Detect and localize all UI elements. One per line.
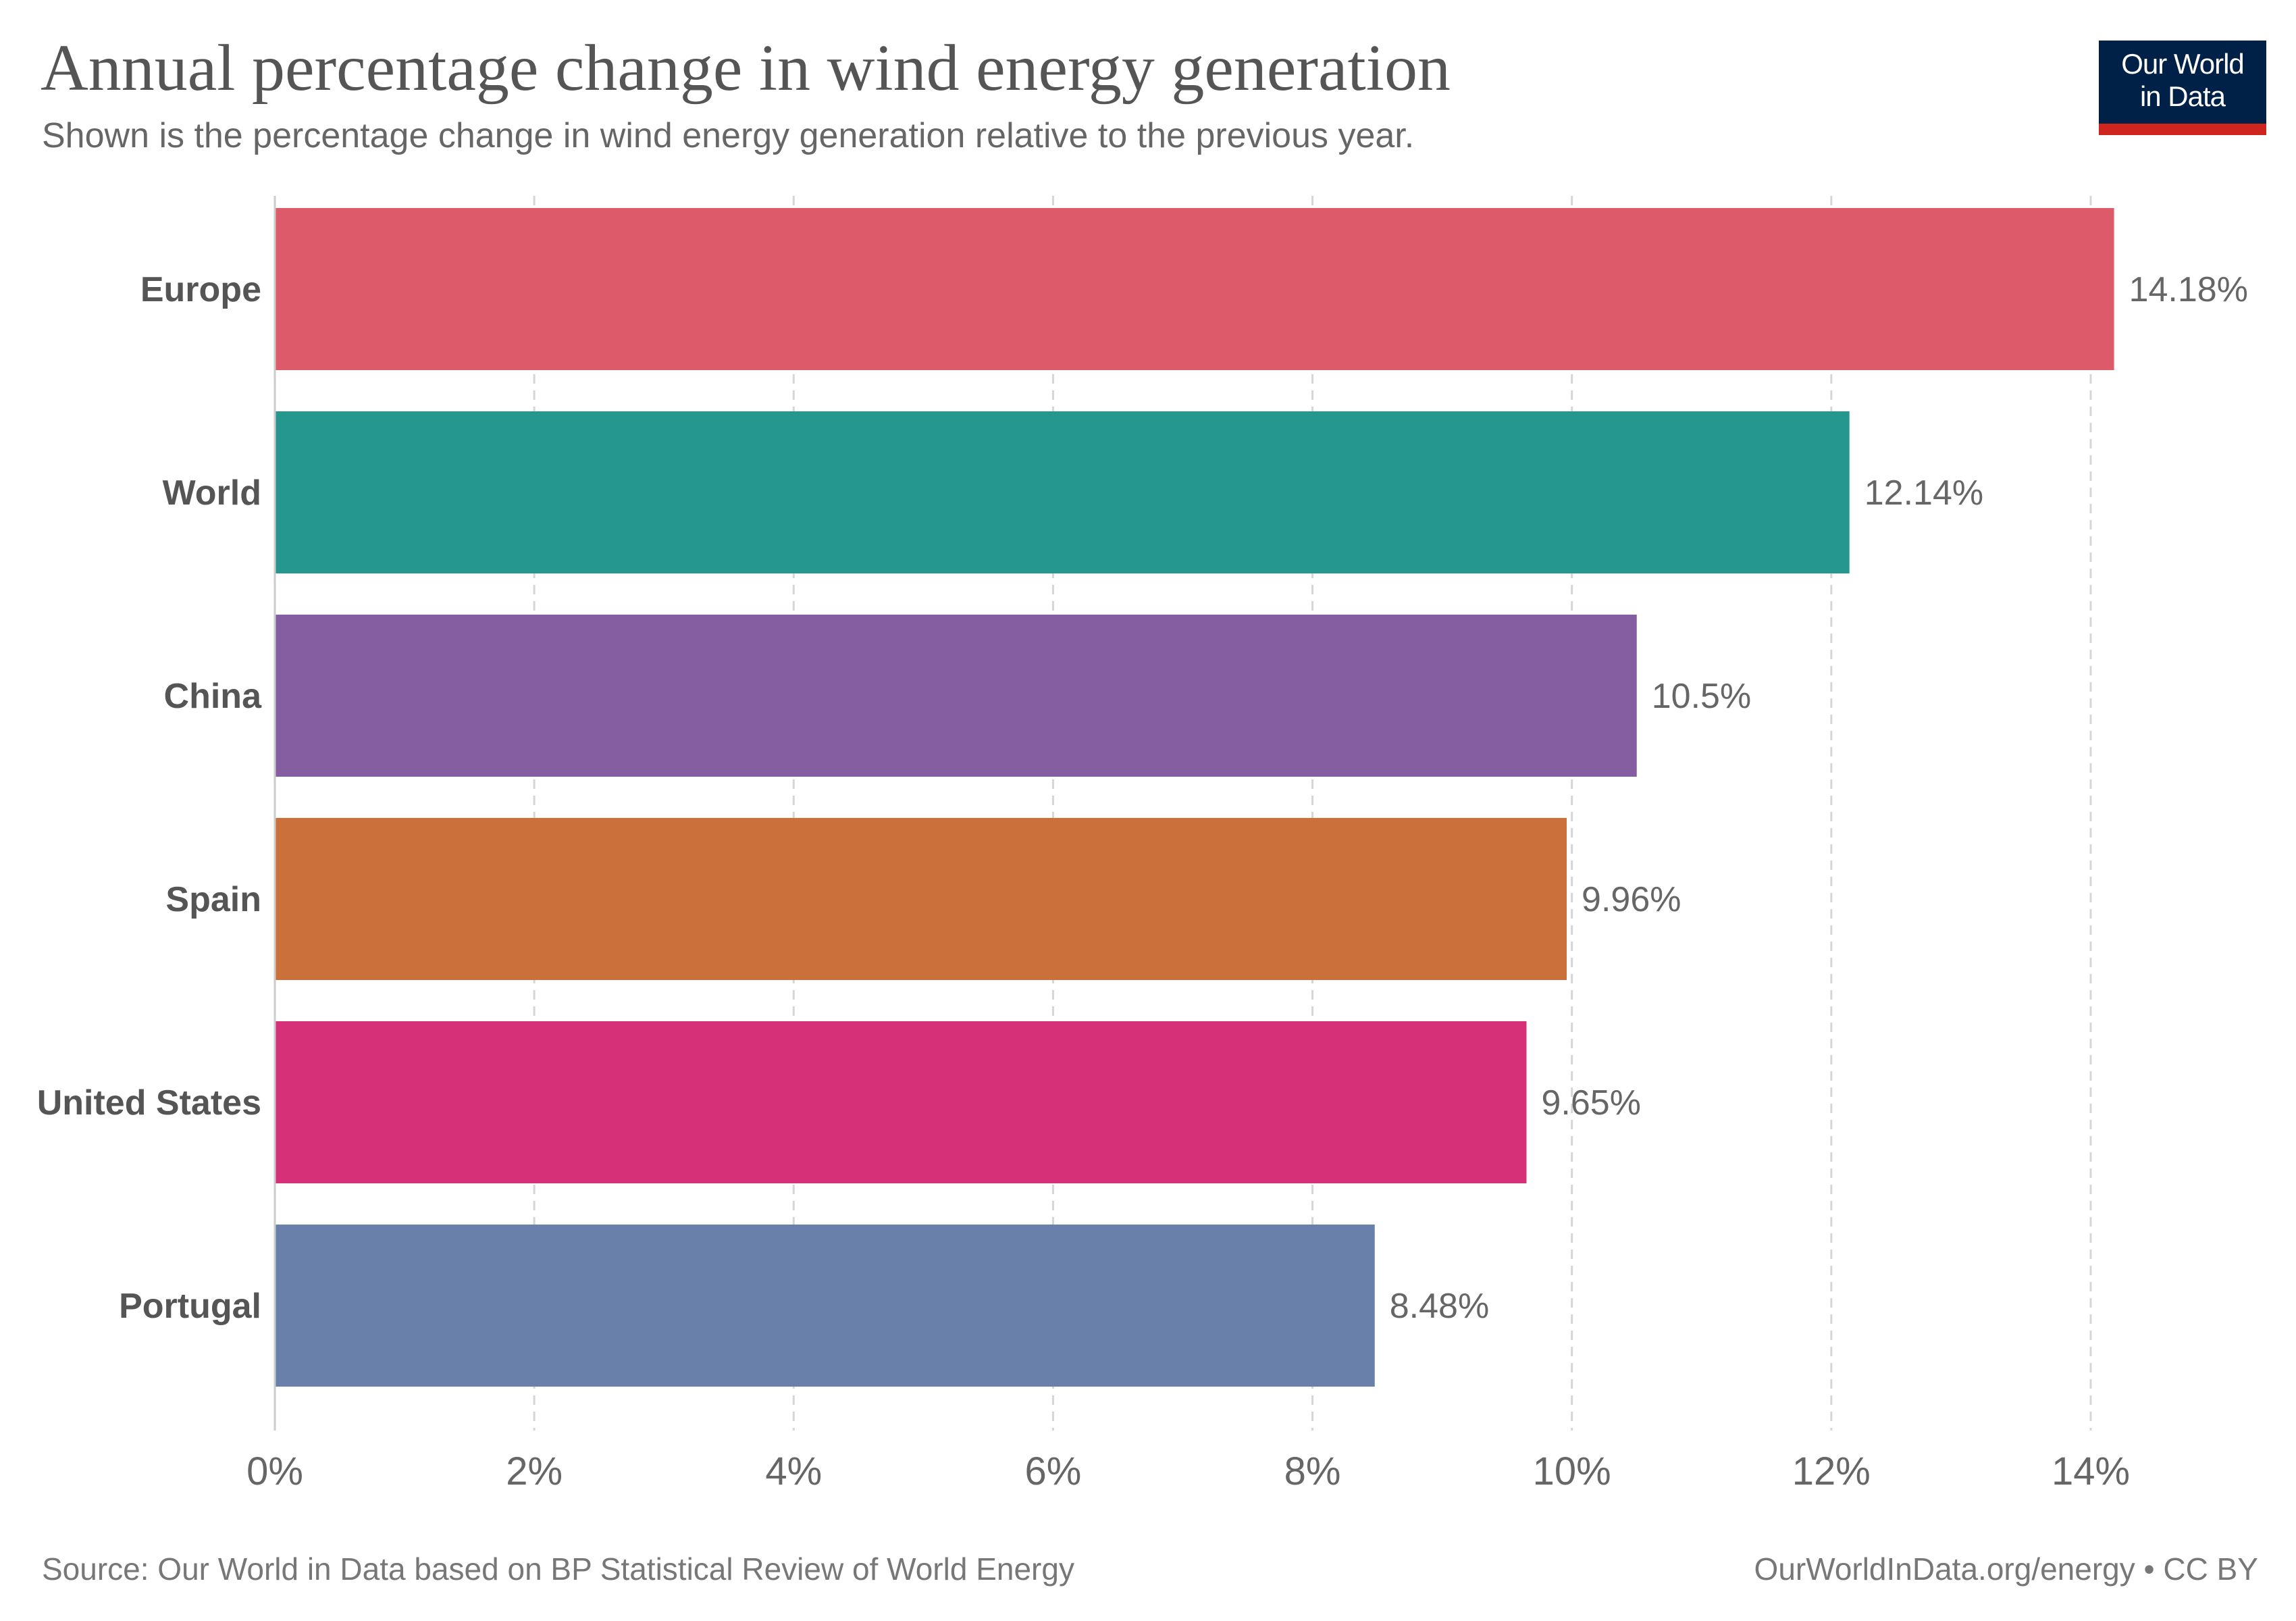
bars-layer: [275, 208, 2114, 1387]
category-label: World: [163, 473, 261, 513]
chart-title: Annual percentage change in wind energy …: [41, 32, 1451, 105]
category-label: China: [164, 677, 263, 716]
x-tick-label: 0%: [246, 1449, 303, 1493]
source-note: Source: Our World in Data based on BP St…: [42, 1551, 1074, 1587]
data-label: 14.18%: [2129, 270, 2248, 309]
category-label: United States: [37, 1083, 261, 1123]
x-tick-label: 2%: [506, 1449, 563, 1493]
data-label: 12.14%: [1864, 473, 1983, 513]
bar[interactable]: [275, 1021, 1527, 1183]
x-tick-label: 6%: [1025, 1449, 1082, 1493]
bar[interactable]: [275, 411, 1850, 573]
x-tick-label: 10%: [1533, 1449, 1611, 1493]
data-label: 9.96%: [1582, 880, 1681, 919]
bar[interactable]: [275, 208, 2114, 370]
category-label: Europe: [140, 270, 261, 309]
data-label: 8.48%: [1390, 1287, 1489, 1326]
axis-layer: 0% 2% 4% 6% 8% 10% 12% 14%: [246, 196, 2130, 1493]
bar[interactable]: [275, 615, 1637, 777]
logo-line-1: Our World: [2121, 48, 2245, 80]
x-tick-label: 8%: [1284, 1449, 1341, 1493]
x-tick-label: 4%: [765, 1449, 822, 1493]
logo-accent-bar: [2099, 124, 2266, 135]
data-label: 9.65%: [1541, 1083, 1640, 1123]
data-label: 10.5%: [1652, 677, 1751, 716]
bar[interactable]: [275, 1225, 1375, 1387]
bar[interactable]: [275, 818, 1567, 980]
chart-subtitle: Shown is the percentage change in wind e…: [42, 116, 1415, 155]
category-label: Portugal: [119, 1287, 261, 1326]
x-tick-label: 14%: [2052, 1449, 2130, 1493]
owid-logo[interactable]: Our World in Data: [2099, 41, 2266, 135]
labels-layer: Europe 14.18% World 12.14% China 10.5% Spain 9.…: [37, 270, 2248, 1326]
category-label: Spain: [165, 880, 261, 919]
license-link[interactable]: OurWorldInData.org/energy • CC BY: [1754, 1551, 2258, 1587]
logo-line-2: in Data: [2139, 80, 2226, 112]
x-tick-label: 12%: [1792, 1449, 1871, 1493]
